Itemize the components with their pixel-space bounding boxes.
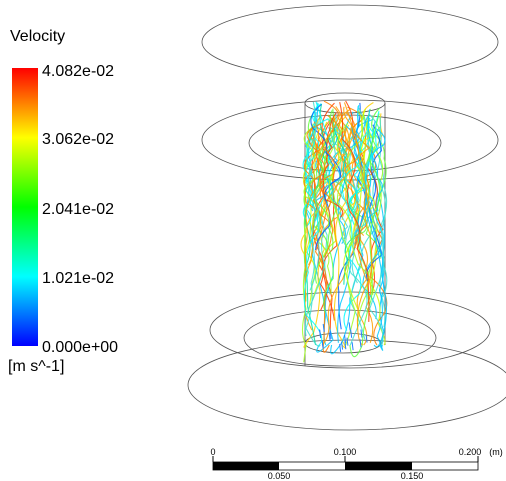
inlet-vector (329, 330, 332, 340)
streamline (359, 116, 387, 348)
streamline (310, 104, 342, 251)
legend-title: Velocity (10, 28, 65, 45)
streamline (337, 109, 374, 343)
geometry (187, 4, 506, 431)
inlet-vector (351, 342, 354, 351)
streamline (309, 127, 337, 291)
legend-label: 2.041e-02 (42, 201, 114, 218)
streamline (324, 119, 373, 202)
inlet-vector (321, 340, 324, 349)
streamline (343, 108, 367, 309)
scale-label: 0.150 (401, 471, 424, 481)
inlet-vector (319, 329, 322, 339)
streamline (343, 111, 380, 331)
inlet-vector (328, 332, 331, 341)
inlet-vector (344, 341, 347, 350)
streamline (336, 110, 374, 296)
streamline (305, 101, 321, 347)
streamline (339, 101, 370, 322)
streamline (345, 123, 370, 213)
scale-label: 0.050 (268, 471, 291, 481)
streamline (304, 113, 341, 271)
inlet-vector (359, 339, 362, 348)
streamline (313, 121, 336, 226)
scale-label: 0 (210, 447, 215, 457)
streamline (343, 102, 373, 346)
scale-label: 0.100 (334, 447, 357, 457)
legend-label: 3.062e-02 (42, 131, 114, 148)
streamline (334, 106, 371, 189)
inlet-vector (360, 329, 363, 338)
inlet-vector (348, 322, 351, 331)
legend-label: 4.082e-02 (42, 63, 114, 80)
streamline (331, 113, 358, 284)
legend-label: 1.021e-02 (42, 270, 114, 287)
streamline (328, 122, 356, 346)
inlet-vector (350, 329, 353, 338)
inlet-vector (365, 334, 368, 343)
streamline (320, 116, 338, 311)
streamline (355, 121, 375, 210)
streamlines (300, 100, 388, 363)
inlet-vector (341, 341, 344, 350)
inlet-vector (339, 343, 342, 353)
scale-label: 0.200 (459, 447, 482, 457)
scale-bar: 0 0.100 0.200 (m) 0.050 0.150 (210, 447, 502, 481)
inlet-vector (322, 323, 325, 333)
legend-unit: [m s^-1] (8, 358, 64, 375)
color-bar (12, 68, 38, 346)
streamline (323, 111, 354, 346)
legend-label: 0.000e+00 (42, 339, 118, 356)
scale-unit: (m) (489, 447, 503, 457)
inlet-vector (344, 334, 347, 343)
inlet-vector (346, 337, 349, 346)
